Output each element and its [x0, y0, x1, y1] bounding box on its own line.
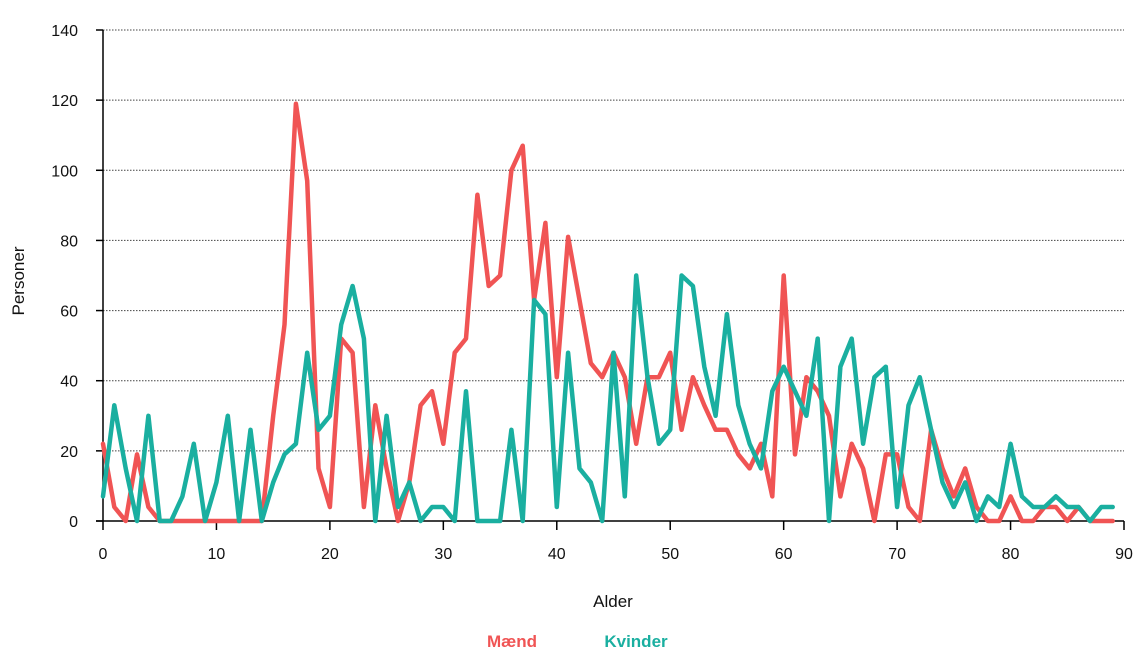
- series-lines: [100, 101, 1115, 524]
- x-tick-label: 70: [888, 546, 906, 563]
- x-tick-label: 30: [434, 546, 452, 563]
- y-tick-label: 80: [60, 233, 78, 250]
- x-tick-label: 60: [775, 546, 793, 563]
- y-tick-label: 0: [69, 514, 78, 531]
- y-tick-label: 120: [51, 93, 78, 110]
- y-axis-title: Personer: [9, 246, 28, 315]
- y-tick-label: 140: [51, 23, 78, 40]
- legend: Mænd Kvinder: [487, 632, 668, 650]
- axes: [96, 30, 1124, 522]
- legend-item-maend: Mænd: [487, 632, 537, 650]
- x-tick-label: 20: [321, 546, 339, 563]
- x-tick-label: 50: [661, 546, 679, 563]
- series-line-kvinder: [100, 273, 1115, 524]
- gridlines: [103, 29, 1124, 452]
- x-axis-ticks: 0 10 20 30 40 50 60 70 80 90: [99, 521, 1133, 563]
- y-tick-label: 20: [60, 444, 78, 461]
- y-tick-label: 60: [60, 304, 78, 321]
- x-tick-label: 40: [548, 546, 566, 563]
- series-line-maend: [100, 101, 1115, 524]
- legend-item-kvinder: Kvinder: [604, 632, 668, 650]
- x-axis-title: Alder: [593, 592, 633, 611]
- y-tick-label: 100: [51, 163, 78, 180]
- y-axis-ticks: 0 20 40 60 80 100 120 140: [51, 23, 103, 531]
- y-tick-label: 40: [60, 374, 78, 391]
- x-tick-label: 10: [208, 546, 226, 563]
- x-tick-label: 90: [1115, 546, 1133, 563]
- x-tick-label: 0: [99, 546, 108, 563]
- x-tick-label: 80: [1002, 546, 1020, 563]
